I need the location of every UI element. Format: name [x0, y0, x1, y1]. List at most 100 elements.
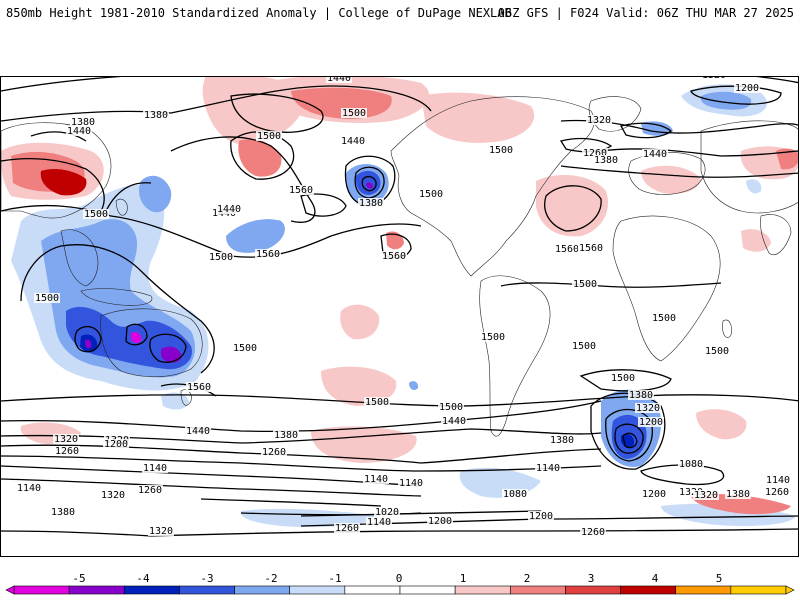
contour-label: 1560 [187, 382, 211, 393]
contour-label-bg [16, 483, 42, 493]
contour-label-bg [100, 490, 126, 500]
contour-label-bg [142, 463, 168, 473]
contour-label: 1500 [573, 279, 597, 290]
contour-label-bg [582, 148, 608, 158]
colorbar-swatch [565, 585, 621, 595]
contour-label: 1500 [611, 373, 635, 384]
colorbar-swatch [344, 585, 401, 595]
contour-label-bg [273, 430, 299, 440]
contour-label-bg [651, 313, 677, 323]
contour-label: 1140 [364, 474, 388, 485]
contour-label: 1140 [143, 463, 167, 474]
contour-label-bg [641, 489, 667, 499]
contour-label: 1140 [367, 517, 391, 528]
contour-asia-1440 [1, 157, 105, 212]
contour-label: 1560 [555, 244, 579, 255]
contour-europe-1500 [560, 165, 798, 178]
contour-label: 1320 [702, 77, 726, 81]
neg-anomaly-ne-pacific-min [366, 182, 373, 189]
colorbar-tick-label: 2 [523, 572, 531, 585]
contour-label: 1500 [489, 145, 513, 156]
neg-anomaly-south-band [459, 467, 541, 498]
contour-label-bg [628, 390, 654, 400]
contour-label: 1200 [639, 417, 663, 428]
contour-label-bg [288, 185, 314, 195]
pos-anomaly-europe [641, 165, 701, 194]
coast-south-america [479, 275, 551, 437]
contour-label: 1500 [652, 313, 676, 324]
contour-label-bg [216, 204, 242, 214]
contour-sh-1200-b [300, 510, 542, 517]
contour-label: 1380 [594, 155, 618, 166]
colorbar: -5 -4 -3 -2 -1 0 1 2 3 4 5 [0, 572, 800, 600]
contour-label: 1560 [256, 249, 280, 260]
contour-label-bg [374, 507, 400, 517]
contour-label: 1200 [104, 439, 128, 450]
colorbar-tick-label: -1 [328, 572, 342, 585]
contour-label: 1440 [442, 416, 466, 427]
contour-label-bg [148, 526, 174, 536]
contour-label-bg [358, 198, 384, 208]
colorbar-tick-label: 3 [587, 572, 595, 585]
contour-label: 1500 [233, 343, 257, 354]
contour-label-bg [186, 382, 212, 392]
neg-anomaly-aus-min-3 [161, 346, 182, 363]
neg-anomaly-n-europe-core [700, 91, 752, 110]
contour-sh-1440 [1, 400, 602, 432]
colorbar-swatch [123, 585, 180, 595]
contour-label: 1380 [359, 198, 383, 209]
colorbar-tick-label: 1 [459, 572, 467, 585]
contour-label-bg [418, 189, 444, 199]
contour-label: 1080 [503, 489, 527, 500]
contour-label-bg [554, 244, 580, 254]
contour-label: 1260 [583, 148, 607, 159]
contour-label: 1140 [536, 463, 560, 474]
contour-label-bg [678, 487, 704, 497]
contour-label: 1440 [186, 426, 210, 437]
colorbar-swatch [399, 585, 456, 595]
neg-anomaly-sw-indian [161, 392, 189, 410]
map-title: 850mb Height 1981-2010 Standardized Anom… [6, 6, 512, 20]
contour-label: 1140 [399, 478, 423, 489]
contour-label: 1320 [101, 490, 125, 501]
contour-label-bg [34, 293, 60, 303]
contour-label-bg [340, 136, 366, 146]
contour-label: 1320 [54, 434, 78, 445]
map-panel[interactable]: 1380132014401500120013801440138015001320… [0, 76, 799, 557]
contour-label-bg [528, 511, 554, 521]
contour-labels: 1380132014401500120013801440138015001320… [16, 77, 791, 538]
contour-tropic-1500-b [500, 282, 722, 288]
contour-label-bg [488, 145, 514, 155]
contour-label: 1320 [694, 490, 718, 501]
contour-low-ring-1 [344, 155, 396, 207]
contour-label-bg [642, 149, 668, 159]
contour-arctic-1320 [559, 137, 613, 153]
contour-label: 1500 [481, 332, 505, 343]
pos-anomaly-asia-core-2 [776, 148, 798, 170]
contour-label-bg [70, 117, 96, 127]
contour-label: 1260 [55, 446, 79, 457]
coast-japan [115, 198, 128, 216]
anomaly-shading [1, 77, 798, 528]
contour-label-bg [341, 108, 367, 118]
pos-anomaly-s-indian [696, 409, 747, 440]
contour-label-bg [363, 474, 389, 484]
contour-label: 1500 [84, 209, 108, 220]
contour-indian-1500 [20, 244, 215, 374]
pos-anomaly-ne-asia-max [40, 168, 87, 196]
contour-label: 1440 [643, 149, 667, 160]
contour-far-east-1320 [756, 77, 798, 84]
contour-label: 1320 [679, 487, 703, 498]
neg-anomaly-s-pacific-small [409, 381, 419, 391]
contour-label-bg [610, 373, 636, 383]
colorbar-swatch [68, 585, 125, 595]
contour-label-bg [326, 77, 352, 83]
contour-pacific-1440 [170, 136, 316, 223]
colorbar-swatch [13, 585, 70, 595]
coast-europe [628, 152, 706, 195]
contour-label-bg [535, 463, 561, 473]
contour-label: 1200 [735, 83, 759, 94]
contour-label: 1260 [765, 487, 789, 498]
contour-label-bg [83, 209, 109, 219]
contour-label-bg [586, 115, 612, 125]
